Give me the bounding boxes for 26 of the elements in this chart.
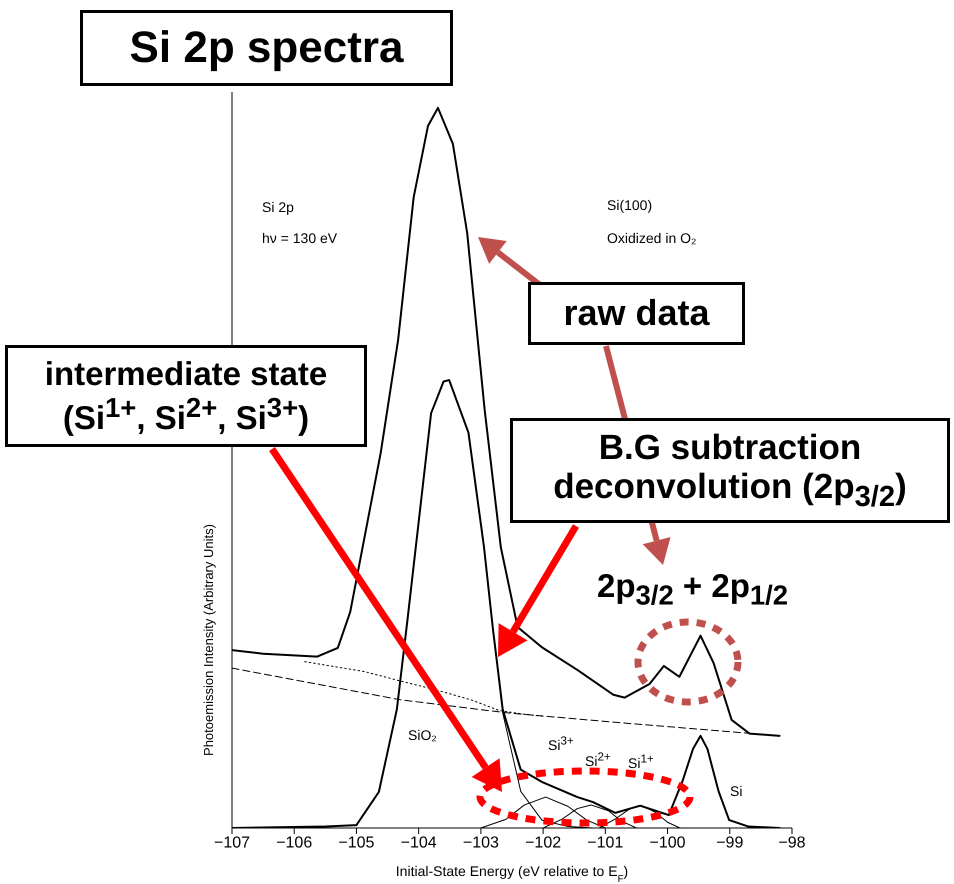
- annotation: Si$^{2+}$: [585, 750, 611, 769]
- x-tick-label: −106: [276, 834, 312, 852]
- annotation: intermediate state (Si$^{1+}$, Si$^{2+}$, Si$^{3+}$): [44, 354, 328, 436]
- annotation: B.G subtraction deconvolution (2p$_{3/2}$): [552, 428, 908, 514]
- annotation: SiO₂: [408, 727, 437, 743]
- x-tick-label: −107: [214, 834, 250, 852]
- x-tick-label: −98: [778, 834, 806, 852]
- annotation: Si: [730, 783, 742, 799]
- x-tick-label: −104: [400, 834, 437, 852]
- annotation: raw data: [563, 292, 710, 334]
- x-tick-label: −105: [338, 834, 375, 852]
- x-tick-label: −102: [525, 834, 562, 852]
- annotation: Oxidized in O₂: [607, 230, 696, 246]
- x-tick-label: −99: [716, 834, 744, 852]
- x-tick-label: −103: [462, 834, 500, 852]
- annotation: Si 2p: [262, 199, 294, 215]
- annotation: Si$^{1+}$: [628, 752, 654, 771]
- x-axis-title: Initial-State Energy (eV relative to E$_{F}$): [396, 863, 628, 884]
- annotation: hν = 130 eV: [262, 230, 338, 246]
- chart-title: Si 2p spectra: [80, 10, 453, 86]
- x-tick-label: −100: [650, 834, 686, 852]
- annotation: Si$^{3+}$: [548, 734, 574, 753]
- annotation: Si(100): [607, 197, 652, 213]
- y-axis-title: Photoemission Intensity (Arbitrary Units): [201, 524, 216, 756]
- x-tick-label: −101: [587, 834, 624, 852]
- annotation: 2p$_{3/2}$ + 2p$_{1/2}$: [597, 567, 788, 611]
